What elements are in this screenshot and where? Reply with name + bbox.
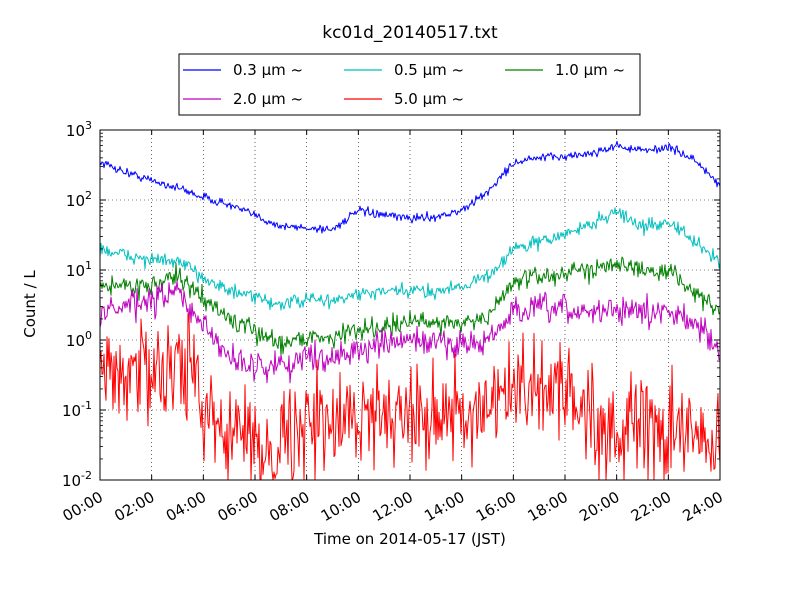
y-tick-label: 103	[66, 119, 92, 140]
series-line	[99, 140, 721, 234]
x-axis-label: Time on 2014-05-17 (JST)	[313, 530, 506, 548]
legend-label: 5.0 μm ~	[394, 90, 464, 108]
legend-box	[178, 53, 641, 116]
grid-lines	[100, 130, 720, 480]
y-tick-exponent: -1	[81, 399, 92, 412]
y-tick-base: 10	[66, 192, 85, 210]
series-line	[99, 207, 721, 311]
series-line	[99, 256, 721, 357]
y-tick-base: 10	[66, 332, 85, 350]
y-axis-label: Count / L	[21, 270, 39, 338]
y-tick-label: 100	[66, 329, 92, 350]
legend-label: 0.3 μm ~	[233, 61, 303, 79]
y-tick-exponent: 0	[85, 329, 92, 342]
y-tick-exponent: 3	[85, 119, 92, 132]
y-tick-label: 10-1	[62, 399, 92, 420]
y-tick-base: 10	[66, 122, 85, 140]
y-tick-label: 102	[66, 189, 92, 210]
y-tick-exponent: 1	[85, 259, 92, 272]
y-tick-base: 10	[62, 472, 81, 490]
y-tick-exponent: 2	[85, 189, 92, 202]
y-tick-label: 101	[66, 259, 92, 280]
legend-label: 0.5 μm ~	[394, 61, 464, 79]
series-line	[99, 313, 721, 481]
series-lines	[99, 140, 721, 481]
y-tick-label: 10-2	[62, 469, 92, 490]
y-tick-base: 10	[62, 402, 81, 420]
y-tick-base: 10	[66, 262, 85, 280]
chart-title: kc01d_20140517.txt	[322, 23, 498, 43]
legend-label: 2.0 μm ~	[233, 90, 303, 108]
y-tick-exponent: -2	[81, 469, 92, 482]
series-line	[99, 280, 721, 384]
legend: 0.3 μm ~ 0.5 μm ~ 1.0 μm ~ 2.0 μm ~ 5.0 μm ~	[178, 53, 641, 116]
legend-label: 1.0 μm ~	[555, 61, 625, 79]
